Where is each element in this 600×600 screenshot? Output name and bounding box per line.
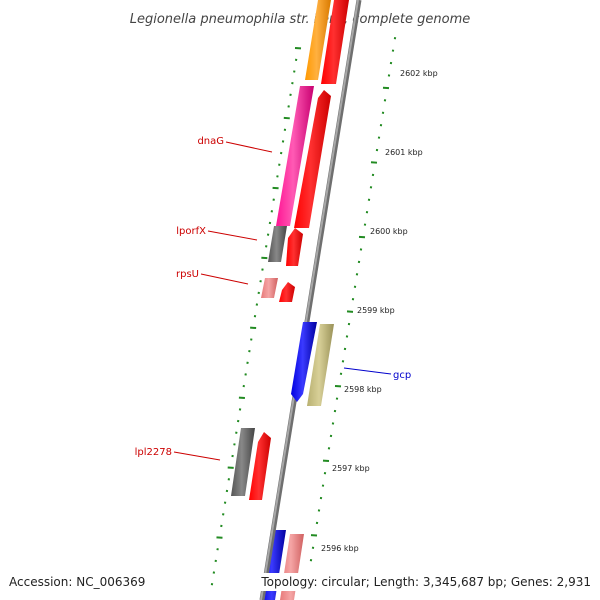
kbp-label: 2602 kbp — [400, 69, 438, 78]
gene-dnaG[interactable] — [276, 86, 314, 226]
gene-rpsU[interactable] — [261, 278, 278, 298]
kbp-label: 2598 kbp — [344, 385, 382, 394]
topology-text: Topology: circular; Length: 3,345,687 bp… — [260, 575, 591, 589]
gene-lpl2278-red[interactable] — [249, 432, 271, 500]
reverse-strand-genes — [231, 0, 331, 600]
kbp-scale-labels: 2602 kbp 2601 kbp 2600 kbp 2599 kbp 2598… — [321, 69, 438, 553]
genome-title: Legionella pneumophila str. Lens, comple… — [130, 12, 471, 27]
scale-tick-ring — [309, 37, 397, 562]
kbp-label: 2600 kbp — [370, 227, 408, 236]
forward-strand-genes — [249, 0, 349, 600]
gene-lpl2278-gray[interactable] — [231, 428, 255, 496]
kbp-label: 2599 kbp — [357, 306, 395, 315]
kbp-label: 2601 kbp — [385, 148, 423, 157]
gene-gcp-blue[interactable] — [291, 322, 317, 402]
kbp-label: 2597 kbp — [332, 464, 370, 473]
outer-tick-ring — [210, 47, 302, 586]
label-gcp[interactable]: gcp — [393, 370, 411, 381]
label-dnaG[interactable]: dnaG — [197, 136, 224, 147]
gene-labels: dnaG lporfX rpsU gcp lpl2278 — [135, 136, 411, 461]
kbp-label: 2596 kbp — [321, 544, 359, 553]
footer-right-bg — [258, 573, 596, 591]
genome-backbone — [259, 0, 362, 600]
label-lpl2278[interactable]: lpl2278 — [135, 447, 172, 458]
gene-red-3[interactable] — [286, 228, 303, 266]
gene-orange[interactable] — [305, 0, 331, 80]
gene-red-top[interactable] — [321, 0, 349, 84]
footer-left-bg — [6, 573, 154, 591]
label-lporfX[interactable]: lporfX — [176, 226, 206, 237]
label-rpsU[interactable]: rpsU — [176, 269, 199, 280]
gene-red-4[interactable] — [279, 282, 295, 302]
gene-gcp[interactable] — [307, 324, 334, 406]
accession-text: Accession: NC_006369 — [9, 575, 145, 589]
gene-red-2[interactable] — [294, 90, 331, 228]
gene-lporfX[interactable] — [268, 226, 287, 262]
